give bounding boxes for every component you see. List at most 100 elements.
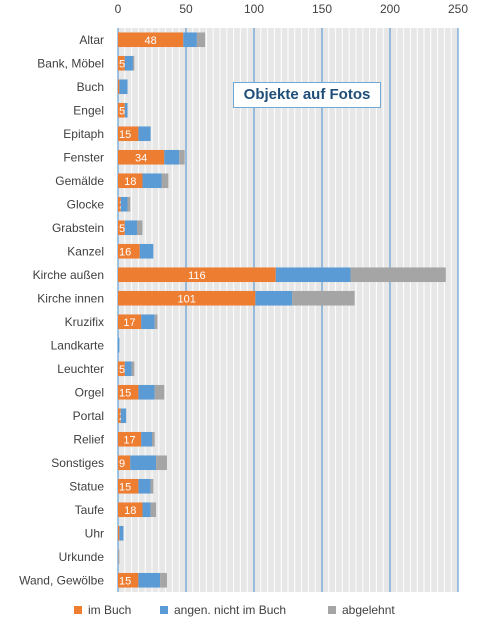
bar-angen-nicht-im-buch-wand-gewölbe [138,572,161,588]
bar-im-buch-statue [118,478,139,494]
category-label: Glocke [67,197,105,211]
bar-abgelehnt-kirche-innen [292,290,355,306]
bar-im-buch-orgel [118,384,139,400]
x-tick-label: 50 [179,2,193,16]
category-label: Uhr [85,526,104,540]
data-label: 5 [119,364,125,376]
bar-angen-nicht-im-buch-engel [124,102,128,118]
legend-label-im-buch: im Buch [88,603,132,617]
bar-im-buch-engel [118,102,125,118]
data-label: 5 [119,105,125,117]
legend-item-angen-nicht-im-buch: angen. nicht im Buch [160,603,286,617]
category-label: Kanzel [67,244,104,258]
bar-angen-nicht-im-buch-grabstein [124,220,138,236]
bar-angen-nicht-im-buch-statue [138,478,151,494]
bar-abgelehnt-bank-möbel [132,55,135,71]
category-label: Portal [73,409,104,423]
bar-im-buch-kirche-innen [118,290,256,306]
bar-abgelehnt-fenster [179,149,185,165]
bar-angen-nicht-im-buch-kanzel [139,243,154,259]
bar-abgelehnt-sonstiges [156,455,167,471]
bar-im-buch-kirche-außen [118,267,276,283]
bar-abgelehnt-wand-gewölbe [160,572,167,588]
bar-angen-nicht-im-buch-leuchter [124,361,132,377]
legend-swatch-angen-nicht-im-buch [160,606,168,614]
category-label: Statue [69,479,104,493]
bar-angen-nicht-im-buch-altar [183,32,197,48]
bar-abgelehnt-grabstein [137,220,143,236]
bar-im-buch-leuchter [118,361,125,377]
bar-abgelehnt-kirche-außen [350,267,446,283]
bar-im-buch-wand-gewölbe [118,572,139,588]
category-label: Grabstein [52,221,104,235]
bar-angen-nicht-im-buch-taufe [142,502,151,518]
category-label: Landkarte [51,338,105,352]
category-label: Taufe [75,503,105,517]
data-label: 18 [124,176,136,188]
chart-title: Objekte auf Fotos [233,82,381,108]
legend-item-abgelehnt: abgelehnt [328,603,395,617]
x-tick-label: 100 [244,2,264,16]
data-label: 17 [123,317,135,329]
bar-abgelehnt-gemälde [161,173,169,189]
bar-im-buch-portal [118,408,121,424]
bar-abgelehnt-glocke [127,196,131,212]
category-label: Kirche außen [33,268,104,282]
bar-im-buch-glocke [118,196,121,212]
category-label: Relief [73,432,104,446]
bar-angen-nicht-im-buch-buch [119,79,128,95]
x-tick-label: 150 [312,2,332,16]
bar-angen-nicht-im-buch-relief [141,431,152,447]
bar-angen-nicht-im-buch-uhr [119,525,124,541]
bar-im-buch-uhr [118,525,120,541]
data-label: 5 [119,223,125,235]
x-tick-label: 0 [115,2,122,16]
category-label: Altar [79,33,104,47]
data-label: 18 [124,505,136,517]
bar-im-buch-fenster [118,149,165,165]
category-label: Wand, Gewölbe [19,573,104,587]
data-label: 15 [119,129,131,141]
category-label: Sonstiges [51,456,104,470]
data-label: 15 [119,387,131,399]
category-label: Orgel [75,385,104,399]
bar-im-buch-kruzifix [118,314,142,330]
legend-swatch-abgelehnt [328,606,336,614]
x-tick-label: 200 [380,2,400,16]
bar-im-buch-altar [118,32,184,48]
data-label: 116 [188,270,206,282]
bar-angen-nicht-im-buch-sonstiges [130,455,157,471]
data-label: 9 [119,458,125,470]
bar-im-buch-epitaph [118,126,139,142]
legend: im Buch angen. nicht im Buch abgelehnt [0,603,478,619]
legend-label-abgelehnt: abgelehnt [342,603,395,617]
data-label: 34 [135,152,147,164]
bar-abgelehnt-kruzifix [154,314,158,330]
category-label: Buch [77,80,104,94]
bar-abgelehnt-taufe [150,502,157,518]
bar-abgelehnt-statue [150,478,154,494]
data-label: 15 [119,481,131,493]
data-label: 15 [119,575,131,587]
category-label: Gemälde [55,174,104,188]
bar-im-buch-relief [118,431,142,447]
bar-angen-nicht-im-buch-epitaph [138,126,151,142]
category-label: Fenster [63,150,104,164]
category-label: Engel [73,103,104,117]
bar-angen-nicht-im-buch-kirche-außen [275,267,351,283]
data-label: 5 [119,58,125,70]
bar-im-buch-kanzel [118,243,140,259]
bar-im-buch-buch [118,79,120,95]
x-tick-label: 250 [448,2,468,16]
category-label: Bank, Möbel [37,56,104,70]
legend-label-angen-nicht-im-buch: angen. nicht im Buch [174,603,287,617]
bar-angen-nicht-im-buch-glocke [120,196,128,212]
bar-abgelehnt-relief [152,431,155,447]
bar-angen-nicht-im-buch-portal [120,408,127,424]
legend-swatch-im-buch [74,606,82,614]
bar-abgelehnt-altar [196,32,206,48]
bar-im-buch-grabstein [118,220,125,236]
category-label: Epitaph [63,127,104,141]
data-label: 16 [119,246,131,258]
